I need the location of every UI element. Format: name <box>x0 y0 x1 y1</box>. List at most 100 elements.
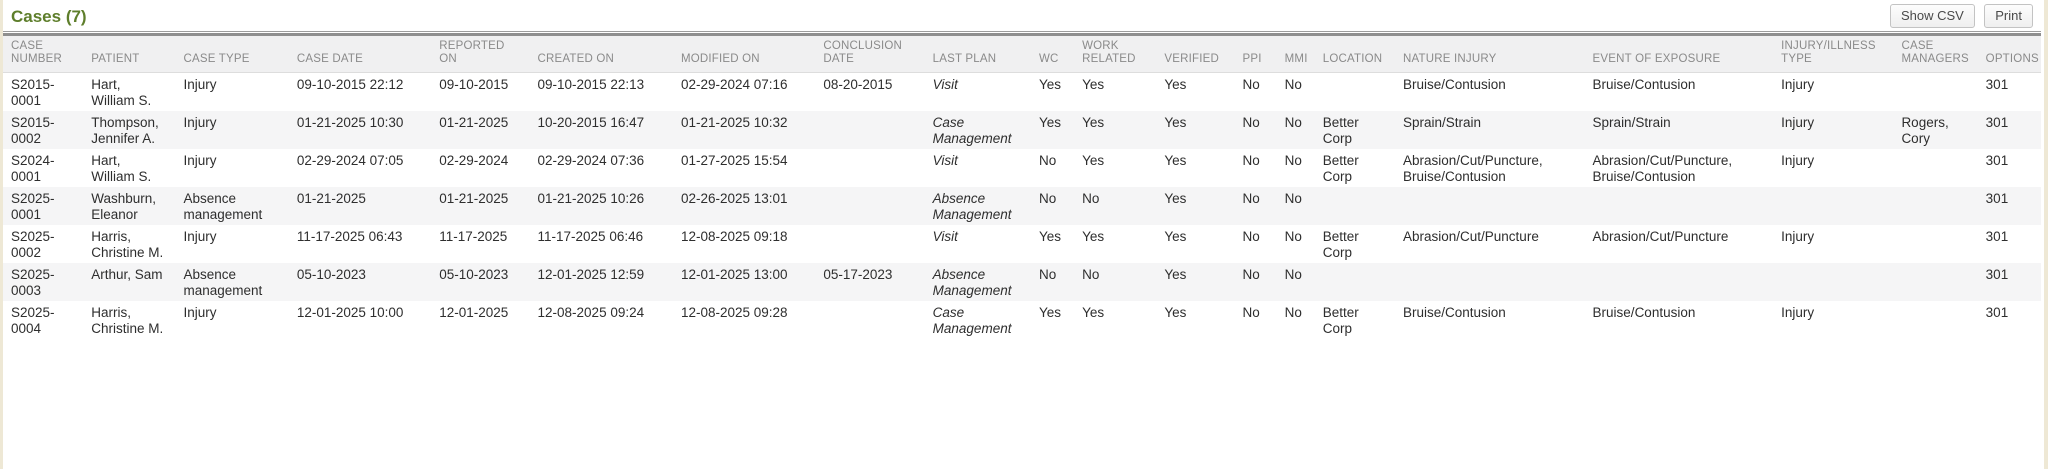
cell-created-on: 01-21-2025 10:26 <box>537 191 645 206</box>
table-row[interactable]: S2025-0003 Arthur, Sam Absence management 0… <box>3 263 2041 301</box>
column-header-case-date[interactable]: CASE DATE <box>288 36 432 73</box>
table-row[interactable]: S2024-0001 Hart, William S. Injury 02-29-20… <box>3 149 2041 187</box>
column-header-options[interactable]: OPTIONS <box>1977 36 2041 73</box>
column-header-verified[interactable]: VERIFIED <box>1156 36 1235 73</box>
cell-ppi: No <box>1242 153 1260 168</box>
cell-work-related: Yes <box>1082 229 1105 244</box>
header-bar: Cases (7) Show CSV Print <box>3 0 2041 31</box>
show-csv-button[interactable]: Show CSV <box>1889 4 1975 28</box>
table-row[interactable]: S2015-0001 Hart, William S. Injury 09-10-20… <box>3 73 2041 112</box>
cell-patient: Thompson, Jennifer A. <box>91 115 159 146</box>
cell-mmi: No <box>1284 267 1302 282</box>
form-301-link[interactable]: 301 <box>1985 267 2009 282</box>
cell-case-number: S2025-0004 <box>11 305 55 336</box>
cell-case-managers <box>1893 263 1977 301</box>
cell-created-on: 10-20-2015 16:47 <box>537 115 645 130</box>
cell-ppi: No <box>1242 191 1260 206</box>
cell-reported-on: 11-17-2025 <box>439 229 508 244</box>
table-row[interactable]: S2025-0004 Harris, Christine M. Injury 12-0… <box>3 301 2041 339</box>
cell-conclusion-date <box>815 301 924 339</box>
cell-conclusion-date <box>815 225 924 263</box>
cell-wc: No <box>1038 267 1057 282</box>
cell-case-number: S2024-0001 <box>11 153 55 184</box>
cell-case-date: 01-21-2025 <box>296 191 366 206</box>
cell-nature-injury: Abrasion/Cut/Puncture, Bruise/Contusion <box>1403 153 1543 184</box>
cell-wc: No <box>1038 191 1057 206</box>
cell-patient: Harris, Christine M. <box>91 305 164 336</box>
column-header-mmi[interactable]: MMI <box>1276 36 1315 73</box>
cell-case-managers <box>1893 73 1977 112</box>
cell-patient: Arthur, Sam <box>91 267 163 282</box>
column-header-work-related[interactable]: WORK RELATED <box>1074 36 1157 73</box>
column-header-created-on[interactable]: CREATED ON <box>529 36 673 73</box>
form-301-link[interactable]: 301 <box>1985 305 2009 320</box>
cell-verified: Yes <box>1164 229 1187 244</box>
cell-last-plan: Visit <box>932 153 958 168</box>
column-header-ppi[interactable]: PPI <box>1234 36 1277 73</box>
cell-modified-on: 02-29-2024 07:16 <box>680 77 788 92</box>
cell-event-of-exposure: Bruise/Contusion <box>1592 77 1696 92</box>
print-button[interactable]: Print <box>1984 4 2033 28</box>
cell-case-managers <box>1893 149 1977 187</box>
table-header-row: CASE NUMBER PATIENT CASE TYPE CASE DATE REPO… <box>3 36 2041 73</box>
cell-reported-on: 01-21-2025 <box>439 191 509 206</box>
column-header-location[interactable]: LOCATION <box>1314 36 1395 73</box>
cell-mmi: No <box>1284 229 1302 244</box>
cell-injury-illness-type: Injury <box>1781 305 1815 320</box>
cell-wc: Yes <box>1038 77 1061 92</box>
form-301-link[interactable]: 301 <box>1985 153 2009 168</box>
cell-verified: Yes <box>1164 115 1187 130</box>
cell-case-date: 12-01-2025 10:00 <box>296 305 404 320</box>
column-header-conclusion-date[interactable]: CONCLUSION DATE <box>815 36 925 73</box>
column-header-patient[interactable]: PATIENT <box>83 36 176 73</box>
table-row[interactable]: S2025-0002 Harris, Christine M. Injury 11-1… <box>3 225 2041 263</box>
cell-verified: Yes <box>1164 267 1187 282</box>
cell-options: 301 <box>1978 263 2041 301</box>
column-header-injury-illness-type[interactable]: INJURY/ILLNESS TYPE <box>1773 36 1894 73</box>
cell-location <box>1315 263 1395 301</box>
column-header-modified-on[interactable]: MODIFIED ON <box>672 36 816 73</box>
cell-ppi: No <box>1242 115 1260 130</box>
column-header-last-plan[interactable]: LAST PLAN <box>924 36 1031 73</box>
cell-case-type: Injury <box>183 153 217 168</box>
cell-location <box>1315 187 1395 225</box>
form-301-link[interactable]: 301 <box>1985 115 2009 130</box>
column-header-case-managers[interactable]: CASE MANAGERS <box>1893 36 1978 73</box>
cell-wc: Yes <box>1038 305 1061 320</box>
cell-nature-injury: Bruise/Contusion <box>1403 77 1506 92</box>
cell-case-type: Injury <box>183 305 217 320</box>
cell-nature-injury: Sprain/Strain <box>1403 115 1482 130</box>
column-header-case-type[interactable]: CASE TYPE <box>175 36 289 73</box>
cell-work-related: Yes <box>1082 115 1105 130</box>
cell-location: Better Corp <box>1322 115 1359 146</box>
table-row[interactable]: S2015-0002 Thompson, Jennifer A. Injury 01-… <box>3 111 2041 149</box>
cell-last-plan: Visit <box>932 77 958 92</box>
cell-modified-on: 12-01-2025 13:00 <box>680 267 788 282</box>
column-header-case-number[interactable]: CASE NUMBER <box>3 36 84 73</box>
cell-verified: Yes <box>1164 305 1187 320</box>
cell-case-date: 05-10-2023 <box>296 267 366 282</box>
cell-event-of-exposure <box>1585 187 1774 225</box>
cell-case-type: Injury <box>183 115 217 130</box>
cell-modified-on: 01-27-2025 15:54 <box>680 153 788 168</box>
form-301-link[interactable]: 301 <box>1985 229 2009 244</box>
cell-case-number: S2025-0003 <box>11 267 55 298</box>
column-header-nature-injury[interactable]: NATURE INJURY <box>1395 36 1585 73</box>
table-row[interactable]: S2025-0001 Washburn, Eleanor Absence manag… <box>3 187 2041 225</box>
cell-case-type: Injury <box>183 77 217 92</box>
cell-work-related: Yes <box>1082 77 1105 92</box>
cell-nature-injury: Bruise/Contusion <box>1403 305 1506 320</box>
cell-reported-on: 01-21-2025 <box>439 115 509 130</box>
cell-patient: Harris, Christine M. <box>91 229 164 260</box>
cell-event-of-exposure: Abrasion/Cut/Puncture, Bruise/Contusion <box>1592 153 1733 184</box>
form-301-link[interactable]: 301 <box>1985 191 2009 206</box>
column-header-reported-on[interactable]: REPORTED ON <box>431 36 530 73</box>
cell-location: Better Corp <box>1322 153 1359 184</box>
page-title: Cases (7) <box>11 7 87 26</box>
form-301-link[interactable]: 301 <box>1985 77 2009 92</box>
column-header-event-of-exposure[interactable]: EVENT OF EXPOSURE <box>1584 36 1774 73</box>
cell-mmi: No <box>1284 153 1302 168</box>
cell-nature-injury <box>1395 187 1585 225</box>
column-header-wc[interactable]: WC <box>1030 36 1075 73</box>
